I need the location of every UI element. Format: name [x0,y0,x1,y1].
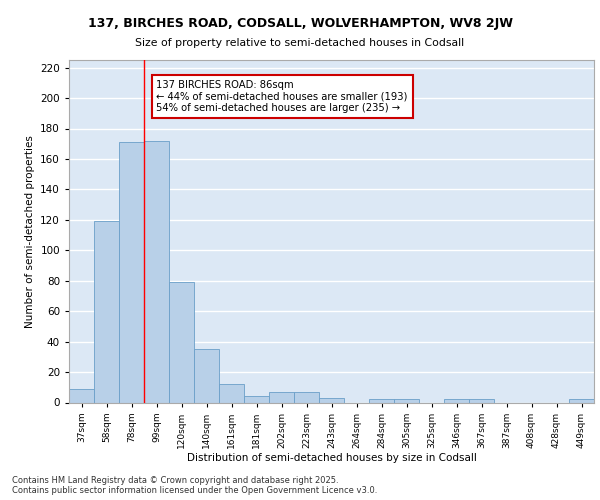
Bar [269,392,294,402]
Y-axis label: Number of semi-detached properties: Number of semi-detached properties [25,135,35,328]
Text: 137 BIRCHES ROAD: 86sqm
← 44% of semi-detached houses are smaller (193)
54% of s: 137 BIRCHES ROAD: 86sqm ← 44% of semi-de… [157,80,408,113]
Bar [144,140,169,402]
Bar [569,400,594,402]
Bar [219,384,244,402]
Bar [69,389,94,402]
Bar [244,396,269,402]
X-axis label: Distribution of semi-detached houses by size in Codsall: Distribution of semi-detached houses by … [187,454,476,464]
Bar [169,282,194,403]
Text: Size of property relative to semi-detached houses in Codsall: Size of property relative to semi-detach… [136,38,464,48]
Bar [194,349,219,403]
Bar [319,398,344,402]
Bar [444,400,469,402]
Bar [469,400,494,402]
Bar [394,400,419,402]
Bar [294,392,319,402]
Text: Contains HM Land Registry data © Crown copyright and database right 2025.
Contai: Contains HM Land Registry data © Crown c… [12,476,377,495]
Text: 137, BIRCHES ROAD, CODSALL, WOLVERHAMPTON, WV8 2JW: 137, BIRCHES ROAD, CODSALL, WOLVERHAMPTO… [88,18,512,30]
Bar [369,400,394,402]
Bar [119,142,144,403]
Bar [94,222,119,402]
